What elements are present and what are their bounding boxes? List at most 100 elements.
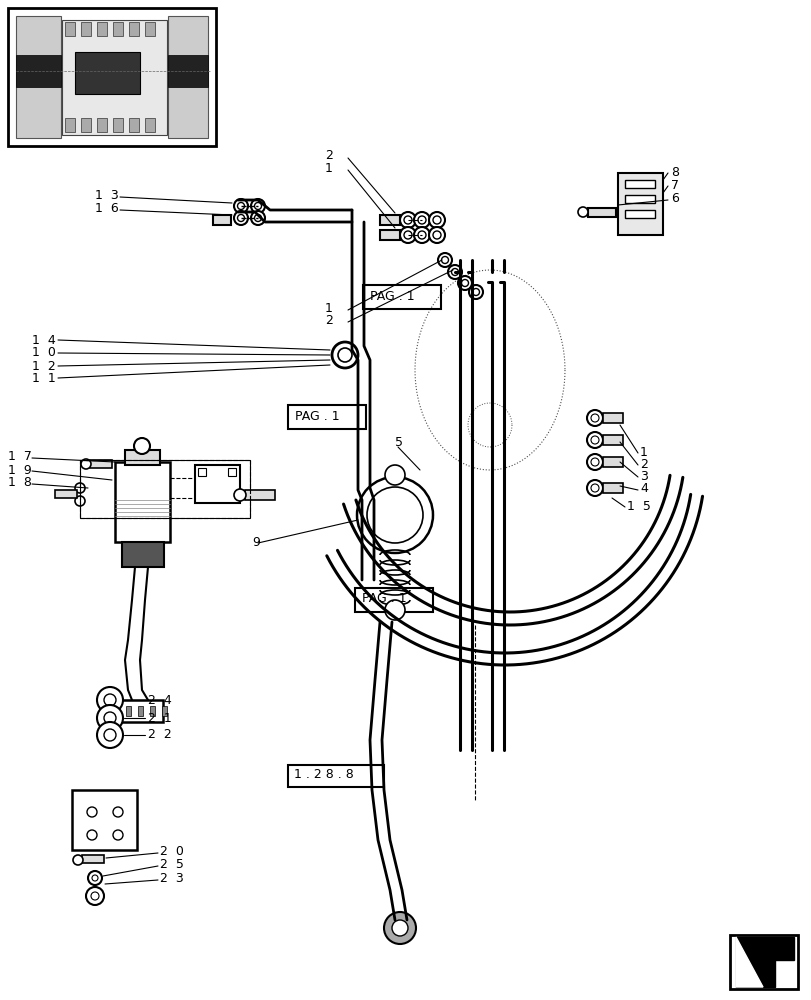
Bar [16, 16, 61, 138]
Circle shape [432, 231, 440, 239]
Circle shape [97, 705, 122, 731]
Text: 3: 3 [639, 470, 647, 483]
Circle shape [428, 212, 444, 228]
Bar [81, 22, 91, 36]
Text: 2  2: 2 2 [148, 728, 172, 741]
Circle shape [237, 215, 244, 222]
Text: 2  4: 2 4 [148, 694, 172, 706]
Bar [97, 118, 107, 132]
Circle shape [251, 211, 264, 225]
Circle shape [384, 912, 415, 944]
Circle shape [75, 483, 85, 493]
Circle shape [432, 216, 440, 224]
Circle shape [237, 203, 244, 210]
Text: 1  3: 1 3 [95, 189, 118, 202]
Bar [603, 413, 622, 423]
Bar [82, 855, 104, 863]
Bar [113, 22, 122, 36]
Text: 1  7: 1 7 [8, 450, 32, 464]
Circle shape [254, 215, 261, 222]
Circle shape [134, 438, 150, 454]
Circle shape [97, 722, 122, 748]
Bar [129, 22, 139, 36]
Circle shape [586, 432, 603, 448]
Circle shape [357, 477, 432, 553]
Circle shape [590, 436, 599, 444]
Bar [80, 460, 250, 518]
Text: 2  1: 2 1 [148, 711, 172, 724]
Circle shape [418, 231, 426, 239]
Text: 1: 1 [324, 302, 333, 314]
Circle shape [384, 465, 405, 485]
Circle shape [104, 694, 116, 706]
Text: 1  5: 1 5 [626, 499, 650, 512]
Bar [145, 118, 155, 132]
Circle shape [87, 807, 97, 817]
Text: 2: 2 [324, 314, 333, 326]
Circle shape [418, 216, 426, 224]
Text: 9: 9 [251, 536, 260, 550]
Circle shape [586, 480, 603, 496]
Text: 7: 7 [670, 179, 678, 192]
Bar [624, 210, 654, 218]
Bar [72, 790, 137, 850]
Bar [150, 706, 155, 716]
Circle shape [448, 265, 461, 279]
Text: 2: 2 [324, 149, 333, 162]
Circle shape [586, 410, 603, 426]
Bar [617, 173, 663, 235]
Bar [168, 16, 208, 138]
Bar [62, 20, 167, 135]
Bar [212, 215, 230, 225]
Circle shape [384, 600, 405, 620]
Circle shape [254, 203, 261, 210]
Text: 8: 8 [670, 166, 678, 179]
Circle shape [234, 211, 247, 225]
Bar [587, 208, 616, 217]
Bar [55, 490, 77, 498]
Circle shape [251, 199, 264, 213]
Bar [195, 465, 240, 503]
Bar [729, 935, 797, 989]
Text: 2  5: 2 5 [160, 858, 183, 871]
Bar [624, 195, 654, 203]
Bar [617, 173, 663, 235]
Text: 4: 4 [639, 483, 647, 495]
Bar [65, 22, 75, 36]
Circle shape [590, 484, 599, 492]
Text: 1: 1 [639, 446, 647, 458]
Bar [354, 588, 432, 612]
Text: 5: 5 [394, 436, 402, 448]
Circle shape [97, 687, 122, 713]
Bar [603, 457, 622, 467]
Bar [122, 542, 164, 567]
Bar [118, 700, 163, 722]
Circle shape [367, 487, 423, 543]
Circle shape [590, 414, 599, 422]
Circle shape [461, 279, 468, 286]
Text: 1  1: 1 1 [32, 371, 56, 384]
Bar [168, 55, 208, 87]
Text: 1  0: 1 0 [32, 347, 56, 360]
Circle shape [457, 276, 471, 290]
Text: 1: 1 [324, 162, 333, 175]
Circle shape [590, 458, 599, 466]
Circle shape [414, 212, 430, 228]
Polygon shape [735, 937, 762, 987]
Circle shape [414, 227, 430, 243]
Circle shape [81, 459, 91, 469]
Bar [380, 215, 400, 225]
Bar [288, 765, 384, 787]
Text: PAG . 1: PAG . 1 [362, 592, 406, 605]
Circle shape [86, 887, 104, 905]
Circle shape [113, 807, 122, 817]
Bar [126, 706, 131, 716]
Bar [65, 118, 75, 132]
Bar [125, 450, 160, 465]
Circle shape [400, 212, 415, 228]
Circle shape [437, 253, 452, 267]
Bar [380, 230, 400, 240]
Bar [81, 118, 91, 132]
Circle shape [404, 216, 411, 224]
Text: 1  4: 1 4 [32, 334, 56, 347]
